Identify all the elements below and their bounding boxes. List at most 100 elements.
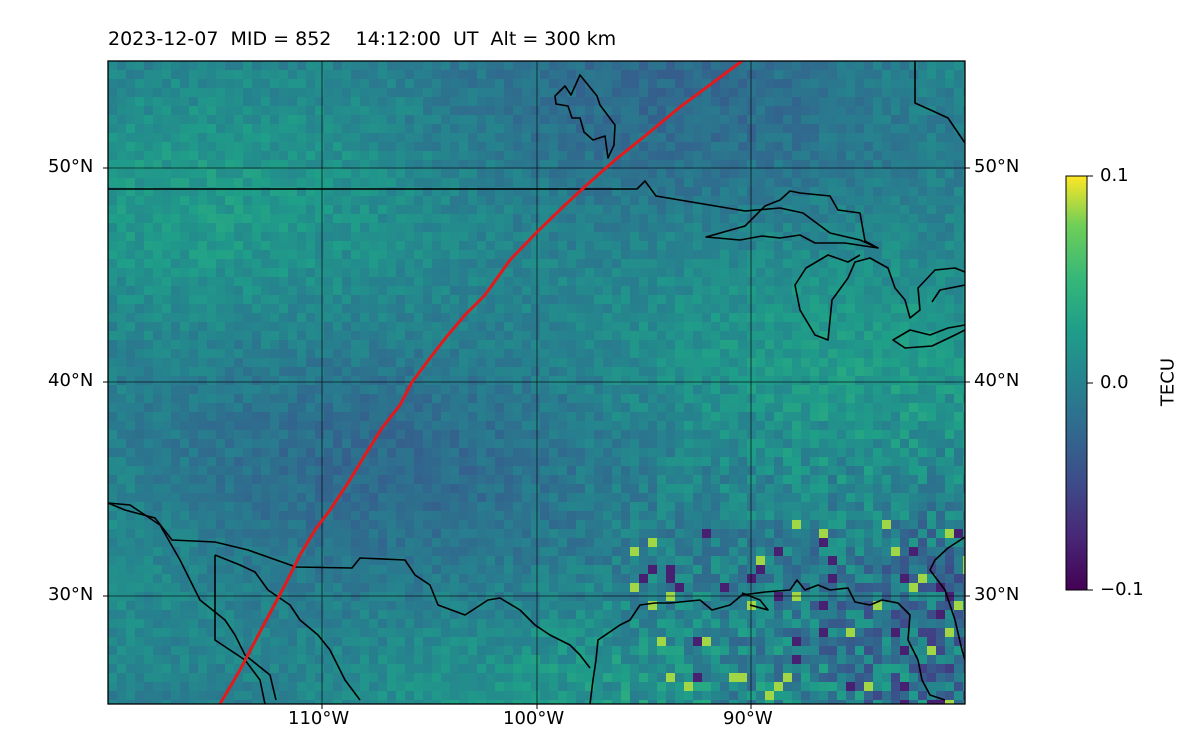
heat-cell xyxy=(324,178,334,188)
heat-cell xyxy=(585,511,595,521)
heat-cell xyxy=(918,241,928,251)
heat-cell xyxy=(603,421,613,431)
heat-cell xyxy=(297,250,307,260)
heat-cell xyxy=(819,196,829,206)
heat-cell xyxy=(963,475,965,485)
heat-cell xyxy=(648,484,658,494)
heat-cell xyxy=(684,151,694,161)
heat-cell xyxy=(693,349,703,359)
heat-cell xyxy=(477,268,487,278)
heat-cell xyxy=(279,520,289,530)
heat-cell xyxy=(243,412,253,422)
heat-cell xyxy=(603,295,613,305)
heat-cell xyxy=(216,331,226,341)
heat-cell xyxy=(324,493,334,503)
heat-cell xyxy=(585,169,595,179)
heat-cell xyxy=(594,358,604,368)
heat-cell xyxy=(963,340,965,350)
heat-cell xyxy=(342,169,352,179)
heat-cell xyxy=(261,169,271,179)
heat-cell xyxy=(360,151,370,161)
heat-cell xyxy=(306,376,316,386)
heat-cell xyxy=(720,493,730,503)
heat-cell xyxy=(684,421,694,431)
heat-cell xyxy=(576,79,586,89)
heat-cell xyxy=(783,178,793,188)
heat-cell xyxy=(945,133,955,143)
heat-cell xyxy=(351,133,361,143)
heat-cell xyxy=(171,394,181,404)
heat-cell xyxy=(882,313,892,323)
heat-cell xyxy=(693,313,703,323)
heat-cell xyxy=(828,142,838,152)
heat-cell xyxy=(441,241,451,251)
heat-cell xyxy=(783,340,793,350)
heat-cell xyxy=(891,421,901,431)
heat-cell xyxy=(531,385,541,395)
heat-cell xyxy=(648,502,658,512)
heat-cell xyxy=(315,232,325,242)
heat-cell xyxy=(882,439,892,449)
heat-cell xyxy=(216,241,226,251)
heat-cell xyxy=(432,70,442,80)
heat-cell xyxy=(144,520,154,530)
heat-cell xyxy=(567,466,577,476)
heat-cell xyxy=(747,376,757,386)
heat-cell xyxy=(801,133,811,143)
heat-cell xyxy=(918,160,928,170)
heat-cell xyxy=(603,412,613,422)
heat-cell xyxy=(711,169,721,179)
heat-cell xyxy=(675,151,685,161)
heat-cell xyxy=(396,97,406,107)
heat-cell xyxy=(477,367,487,377)
heat-cell xyxy=(846,223,856,233)
heat-cell xyxy=(810,304,820,314)
heat-cell xyxy=(729,151,739,161)
heat-cell xyxy=(477,322,487,332)
heat-cell xyxy=(468,151,478,161)
heat-cell xyxy=(342,457,352,467)
heat-cell xyxy=(423,151,433,161)
heat-cell xyxy=(333,484,343,494)
heat-cell xyxy=(315,340,325,350)
heat-cell xyxy=(171,403,181,413)
heat-cell xyxy=(153,97,163,107)
heat-cell xyxy=(747,385,757,395)
heat-cell xyxy=(666,295,676,305)
heat-cell xyxy=(216,439,226,449)
heat-cell xyxy=(711,367,721,377)
heat-cell xyxy=(639,466,649,476)
heat-cell xyxy=(396,232,406,242)
heat-cell xyxy=(369,358,379,368)
heat-cell xyxy=(108,511,118,521)
heat-cell xyxy=(252,223,262,233)
heat-cell xyxy=(378,439,388,449)
heat-cell xyxy=(243,250,253,260)
heat-cell xyxy=(270,322,280,332)
heat-cell xyxy=(324,313,334,323)
heat-cell xyxy=(531,376,541,386)
heat-cell xyxy=(747,178,757,188)
heat-cell xyxy=(261,259,271,269)
heat-cell xyxy=(198,250,208,260)
heat-cell xyxy=(927,376,937,386)
heat-cell xyxy=(882,79,892,89)
heat-cell xyxy=(783,322,793,332)
heat-cell xyxy=(459,493,469,503)
heat-cell xyxy=(153,457,163,467)
heat-cell xyxy=(315,448,325,458)
heat-cell xyxy=(531,340,541,350)
heat-cell xyxy=(171,205,181,215)
heat-cell xyxy=(513,178,523,188)
heat-cell xyxy=(387,367,397,377)
heat-cell xyxy=(117,493,127,503)
heat-cell xyxy=(225,295,235,305)
heat-cell xyxy=(126,187,136,197)
heat-cell xyxy=(243,88,253,98)
heat-cell xyxy=(900,196,910,206)
heat-cell xyxy=(504,142,514,152)
heat-cell xyxy=(135,448,145,458)
heat-cell xyxy=(504,196,514,206)
heat-cell xyxy=(810,223,820,233)
heat-cell xyxy=(126,277,136,287)
